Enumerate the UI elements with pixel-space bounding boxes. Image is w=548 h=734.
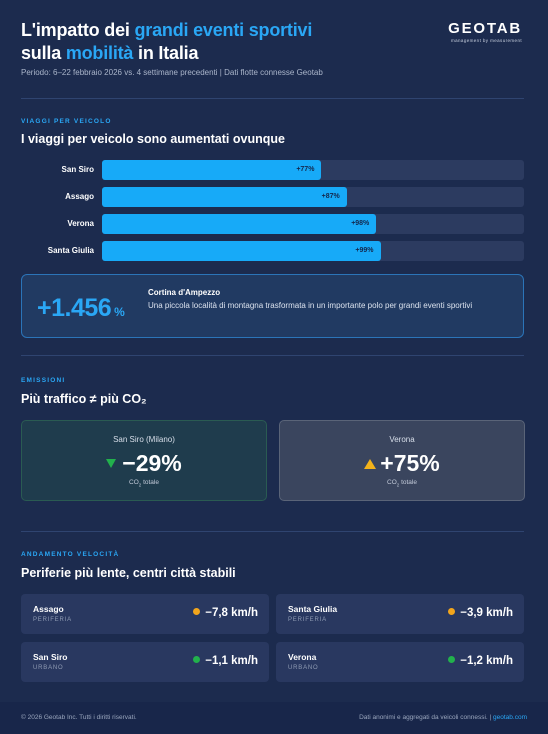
page-subtitle: Periodo: 6–22 febbraio 2026 vs. 4 settim…	[21, 68, 323, 77]
bar-value: +87%	[321, 193, 340, 200]
bar-fill: +87%	[102, 187, 347, 207]
card-city: Verona	[389, 435, 415, 444]
bar-fill: +99%	[102, 241, 381, 261]
speed-card-type: PERIFERIA	[33, 617, 72, 623]
highlight-box-cortina: +1.456% Cortina d'Ampezzo Una piccola lo…	[21, 274, 524, 338]
speed-card-san-siro: San Siro URBANO −1,1 km/h	[21, 642, 269, 682]
speed-card-assago: Assago PERIFERIA −7,8 km/h	[21, 594, 269, 634]
bar-fill: +77%	[102, 160, 322, 180]
speed-card-verona: Verona URBANO −1,2 km/h	[276, 642, 524, 682]
footer-note: Dati anonimi e aggregati da veicoli conn…	[359, 714, 527, 721]
arrow-up-icon	[364, 459, 377, 469]
bar-value: +98%	[351, 220, 370, 227]
bar-label: Verona	[67, 219, 94, 228]
section-tag-trips: VIAGGI PER VEICOLO	[21, 118, 112, 125]
speed-card-name: Verona	[288, 652, 317, 662]
section-title-emissions: Più traffico ≠ più CO₂	[21, 392, 147, 406]
bar-track: +98%	[102, 214, 524, 234]
speed-card-name: Assago	[33, 604, 64, 614]
bar-label: San Siro	[61, 165, 94, 174]
page-title: L'impatto dei grandi eventi sportivi sul…	[21, 20, 313, 63]
geotab-logo: GEOTAB management by measurement	[448, 20, 522, 44]
status-dot-icon	[193, 656, 201, 663]
card-subtitle: CO2 totale	[129, 479, 159, 488]
divider	[21, 531, 524, 532]
speed-card-type: URBANO	[33, 665, 64, 671]
arrow-down-icon	[106, 459, 117, 468]
highlight-number: +1.456%	[37, 294, 125, 322]
speed-card-type: URBANO	[288, 665, 319, 671]
footer: © 2026 Geotab Inc. Tutti i diritti riser…	[0, 702, 548, 734]
divider	[21, 355, 524, 356]
card-city: San Siro (Milano)	[113, 435, 175, 444]
section-tag-speed: ANDAMENTO VELOCITÀ	[21, 551, 120, 558]
status-dot-icon	[448, 608, 456, 615]
footer-copyright: © 2026 Geotab Inc. Tutti i diritti riser…	[21, 714, 137, 721]
speed-card-santa-giulia: Santa Giulia PERIFERIA −3,9 km/h	[276, 594, 524, 634]
card-value: −29%	[22, 450, 266, 477]
emission-card-verona: Verona +75% CO2 totale	[279, 420, 525, 501]
highlight-title: Cortina d'Ampezzo	[148, 288, 221, 297]
divider	[21, 98, 524, 99]
bar-row: San Siro +77%	[21, 160, 524, 180]
highlight-description: Una piccola località di montagna trasfor…	[148, 301, 473, 310]
section-title-speed: Periferie più lente, centri città stabil…	[21, 566, 236, 580]
bar-label: Assago	[65, 192, 94, 201]
card-subtitle: CO2 totale	[387, 479, 417, 488]
bar-fill: +98%	[102, 214, 377, 234]
emission-card-san-siro: San Siro (Milano) −29% CO2 totale	[21, 420, 267, 501]
section-title-trips: I viaggi per veicolo sono aumentati ovun…	[21, 132, 285, 146]
status-dot-icon	[448, 656, 456, 663]
bar-track: +77%	[102, 160, 524, 180]
bar-row: Verona +98%	[21, 214, 524, 234]
bar-value: +77%	[296, 166, 315, 173]
speed-card-value: −3,9 km/h	[448, 607, 513, 619]
status-dot-icon	[193, 608, 201, 615]
speed-card-name: Santa Giulia	[288, 604, 338, 614]
bar-track: +87%	[102, 187, 524, 207]
footer-link[interactable]: geotab.com	[493, 714, 527, 721]
speed-card-name: San Siro	[33, 652, 68, 662]
bar-track: +99%	[102, 241, 524, 261]
bar-row: Assago +87%	[21, 187, 524, 207]
bar-row: Santa Giulia +99%	[21, 241, 524, 261]
speed-card-value: −1,2 km/h	[448, 655, 513, 667]
speed-card-type: PERIFERIA	[288, 617, 327, 623]
section-tag-emissions: EMISSIONI	[21, 377, 66, 384]
bar-value: +99%	[355, 247, 374, 254]
speed-card-value: −7,8 km/h	[193, 607, 258, 619]
bar-label: Santa Giulia	[47, 246, 94, 255]
speed-card-value: −1,1 km/h	[193, 655, 258, 667]
card-value: +75%	[280, 450, 524, 477]
